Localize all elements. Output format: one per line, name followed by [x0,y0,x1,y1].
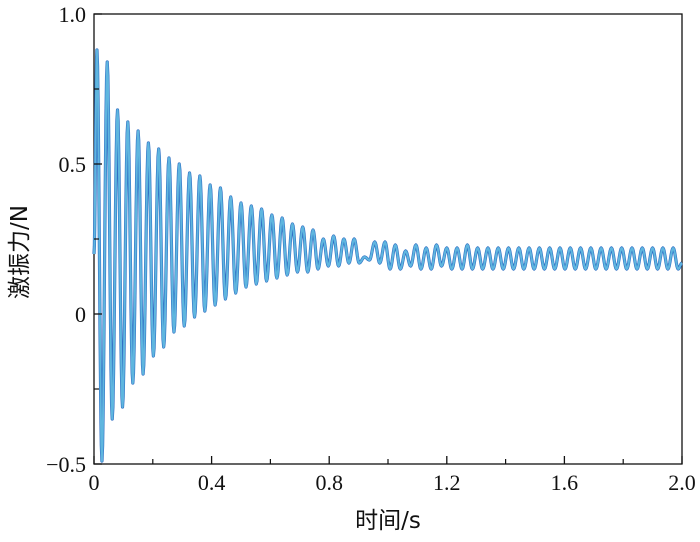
x-axis-title: 时间/s [355,508,421,534]
x-tick-label: 2.0 [668,470,696,495]
series-layer [92,48,684,463]
y-tick-label: 0.5 [59,152,87,177]
x-tick-label: 0.4 [198,470,226,495]
y-tick-label: −0.5 [46,452,86,477]
series-line-light [93,49,683,462]
ticks-layer [93,13,683,465]
x-tick-label: 1.6 [551,470,579,495]
y-tick-label: 0 [75,302,86,327]
x-tick-label: 0 [89,470,100,495]
x-tick-label: 0.8 [315,470,343,495]
x-tick-label: 1.2 [433,470,461,495]
y-axis-title: 激振力/N [7,205,33,299]
labels-layer: 0 0.4 0.8 1.2 1.6 2.0−0.500.51.0 [46,2,696,495]
y-tick-label: 1.0 [59,2,87,27]
